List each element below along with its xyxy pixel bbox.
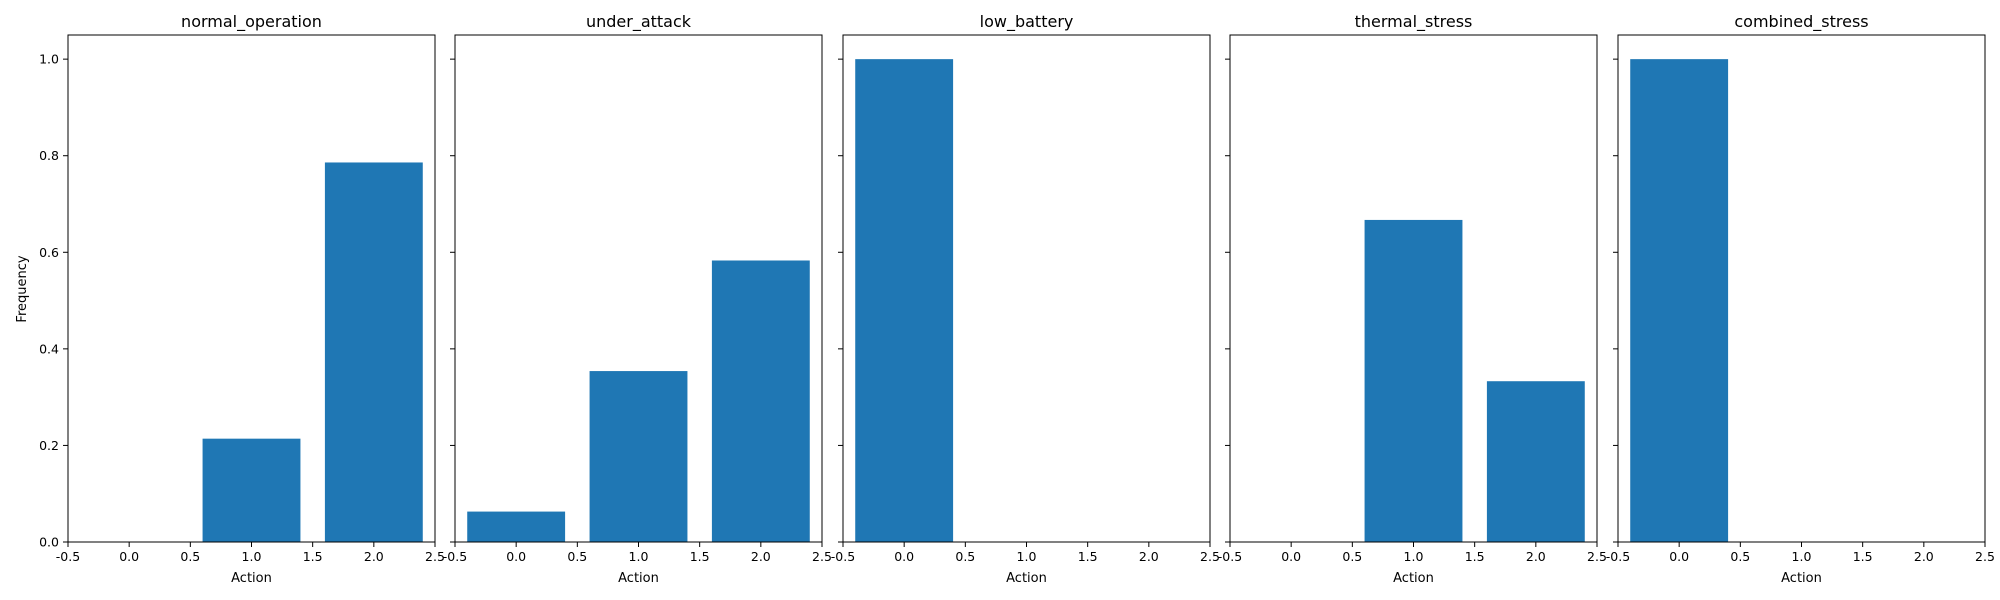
- x-axis-label: Action: [231, 571, 272, 586]
- x-tick-label: 2.5: [1587, 549, 1607, 564]
- x-axis-label: Action: [618, 571, 659, 586]
- x-tick-label: 0.5: [955, 549, 975, 564]
- subplot-normal_operation: normal_operation-0.5 0.0 0.5 1.0 1.5 2.0 2.50.…: [39, 12, 445, 586]
- x-tick-label: 0.5: [567, 549, 587, 564]
- x-tick-label: 2.0: [364, 549, 384, 564]
- x-tick-label: 2.0: [1914, 549, 1934, 564]
- x-tick-label: 0.0: [119, 549, 139, 564]
- bar-action-0: [467, 511, 566, 542]
- x-tick-label: 0.0: [1281, 549, 1301, 564]
- x-tick-label: 2.0: [1139, 549, 1159, 564]
- bar-action-1: [589, 371, 688, 542]
- x-tick-label: -0.5: [443, 549, 467, 564]
- x-tick-label: 2.5: [1200, 549, 1220, 564]
- subplot-title: normal_operation: [181, 12, 322, 32]
- x-tick-label: 0.0: [894, 549, 914, 564]
- x-tick-label: 1.5: [690, 549, 710, 564]
- bar-action-2: [1486, 381, 1585, 542]
- x-tick-label: 0.5: [1342, 549, 1362, 564]
- subplot-title: under_attack: [586, 12, 692, 32]
- subplot-title: combined_stress: [1734, 12, 1868, 32]
- x-tick-label: 0.5: [1730, 549, 1750, 564]
- x-tick-label: 1.0: [242, 549, 262, 564]
- x-tick-label: -0.5: [831, 549, 855, 564]
- x-axis-label: Action: [1006, 571, 1047, 586]
- x-tick-label: -0.5: [1218, 549, 1242, 564]
- x-tick-label: 1.5: [303, 549, 323, 564]
- x-tick-label: 0.5: [180, 549, 200, 564]
- x-tick-label: 1.5: [1465, 549, 1485, 564]
- x-tick-label: 1.5: [1853, 549, 1873, 564]
- y-tick-label: 0.0: [39, 535, 59, 550]
- x-tick-label: 1.0: [1017, 549, 1037, 564]
- y-tick-label: 0.4: [39, 341, 59, 356]
- x-tick-label: 2.0: [751, 549, 771, 564]
- bar-action-1: [1364, 219, 1463, 542]
- y-axis-label: Frequency: [15, 255, 30, 322]
- subplot-low_battery: low_battery -0.5 0.0 0.5 1.0 1.5 2.0 2.5 Action: [831, 12, 1220, 586]
- x-tick-label: 2.5: [812, 549, 832, 564]
- subplot-thermal_stress: thermal_stress -0.5 0.0 0.5 1.0 1.5 2.0 2.5 Acti…: [1218, 12, 1607, 586]
- x-tick-label: 1.0: [629, 549, 649, 564]
- y-tick-label: 0.2: [39, 438, 59, 453]
- bar-action-0: [855, 59, 954, 542]
- y-tick-label: 1.0: [39, 52, 59, 67]
- x-axis-label: Action: [1393, 571, 1434, 586]
- y-tick-label: 0.6: [39, 245, 59, 260]
- bar-action-0: [1630, 59, 1729, 542]
- x-tick-label: 1.5: [1078, 549, 1098, 564]
- subplot-combined_stress: combined_stress -0.5 0.0 0.5 1.0 1.5 2.0 2.5 Act…: [1606, 12, 1995, 586]
- x-tick-label: -0.5: [1606, 549, 1630, 564]
- x-tick-label: 0.0: [506, 549, 526, 564]
- x-tick-label: 1.0: [1792, 549, 1812, 564]
- x-tick-label: 1.0: [1404, 549, 1424, 564]
- subplot-title: low_battery: [980, 12, 1074, 32]
- bar-action-1: [202, 438, 301, 542]
- y-tick-label: 0.8: [39, 148, 59, 163]
- subplot-under_attack: under_attack -0.5 0.0 0.5 1.0 1.5 2.0 2.5 Action: [443, 12, 832, 586]
- bar-action-2: [711, 260, 810, 542]
- x-tick-label: -0.5: [56, 549, 80, 564]
- x-tick-label: 0.0: [1669, 549, 1689, 564]
- subplot-title: thermal_stress: [1355, 12, 1473, 32]
- x-axis-label: Action: [1781, 571, 1822, 586]
- x-tick-label: 2.0: [1526, 549, 1546, 564]
- bar-action-2: [324, 162, 423, 542]
- x-tick-label: 2.5: [1975, 549, 1995, 564]
- x-tick-label: 2.5: [425, 549, 445, 564]
